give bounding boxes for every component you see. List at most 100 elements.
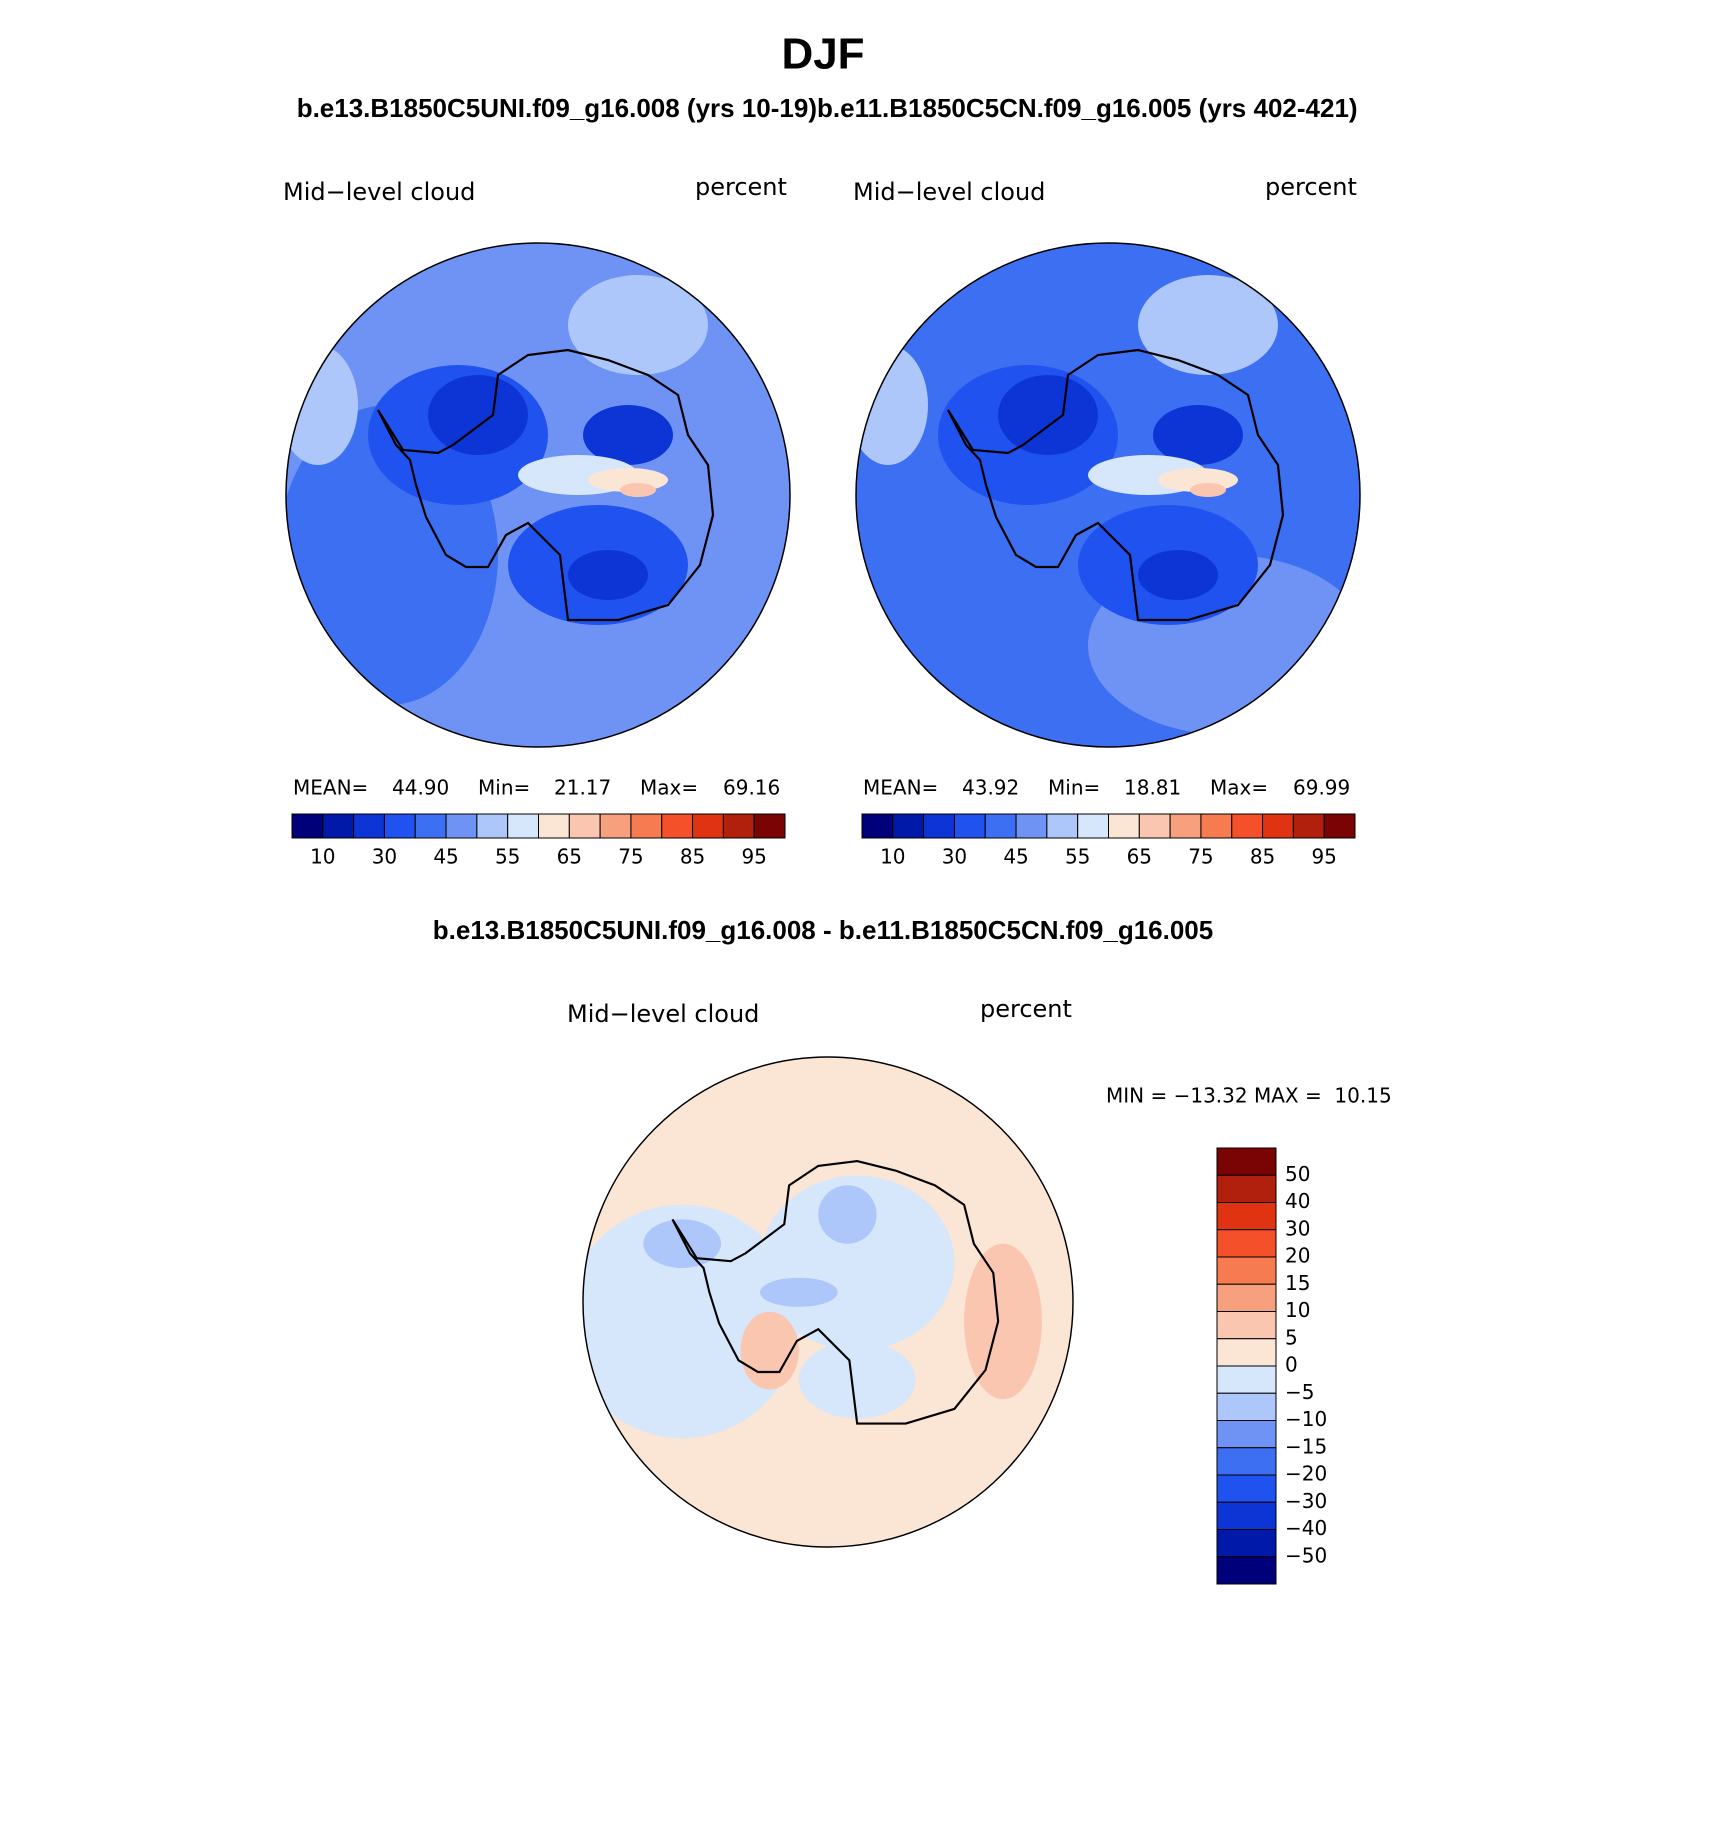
colorbar-label: 55 — [495, 845, 520, 869]
colorbar-box — [630, 813, 663, 839]
colorbar-box — [1200, 813, 1233, 839]
colorbar-label: 30 — [372, 845, 397, 869]
stat-text: Max= — [1210, 776, 1268, 800]
colorbar-box — [322, 813, 355, 839]
colorbar-box — [984, 813, 1017, 839]
stat-text: 69.16 — [723, 776, 780, 800]
colorbar-box — [291, 813, 324, 839]
units-label: percent — [1265, 173, 1357, 201]
colorbar-box — [1216, 1420, 1277, 1449]
field-contour — [998, 375, 1098, 455]
field-contour — [1153, 405, 1243, 465]
stat-text: 44.90 — [392, 776, 449, 800]
colorbar-box — [1108, 813, 1140, 839]
colorbar-box — [1216, 1501, 1277, 1530]
colorbar-box — [1216, 1147, 1277, 1176]
field-contour — [818, 1185, 877, 1244]
colorbar-label: 10 — [880, 845, 905, 869]
stat-text: 21.17 — [554, 776, 611, 800]
field-contour — [1190, 483, 1226, 497]
map-field — [286, 243, 790, 747]
colorbar-box — [1216, 1365, 1277, 1394]
colorbar-box — [1262, 813, 1294, 839]
colorbar-label: 45 — [433, 845, 458, 869]
colorbar-label: −15 — [1285, 1434, 1327, 1458]
colorbar-label: 40 — [1285, 1189, 1310, 1213]
colorbar-label: −30 — [1285, 1489, 1327, 1513]
map-border — [855, 242, 1361, 748]
colorbar-box — [414, 813, 447, 839]
colorbar-box — [599, 813, 632, 839]
colorbar-box — [1216, 1311, 1277, 1340]
colorbar-box — [1292, 813, 1325, 839]
colorbar-box — [1323, 813, 1356, 839]
colorbar-box — [1138, 813, 1171, 839]
colorbar-box — [445, 813, 478, 839]
colorbar-label: 15 — [1285, 1271, 1310, 1295]
stat-text: MEAN= — [863, 776, 938, 800]
map-border — [582, 1056, 1074, 1548]
colorbar-label: 85 — [680, 845, 705, 869]
colorbar-label: 55 — [1065, 845, 1090, 869]
case-title: b.e13.B1850C5UNI.f09_g16.008 (yrs 10-19) — [297, 93, 817, 123]
stat-text: 69.99 — [1293, 776, 1350, 800]
colorbar-box — [1216, 1256, 1277, 1285]
polar-map — [582, 1056, 1074, 1548]
colorbar-label: 30 — [942, 845, 967, 869]
field-contour — [568, 550, 648, 600]
field-contour — [583, 405, 673, 465]
colorbar-label: −50 — [1285, 1543, 1327, 1567]
colorbar-label: 45 — [1003, 845, 1028, 869]
polar-map — [285, 242, 791, 748]
field-contour — [428, 375, 528, 455]
colorbar-label: 5 — [1285, 1325, 1298, 1349]
colorbar-label: 95 — [1311, 845, 1336, 869]
difference-title: b.e13.B1850C5UNI.f09_g16.008 - b.e11.B18… — [433, 915, 1213, 945]
field-label: Mid−level cloud — [283, 178, 475, 206]
colorbar-box — [923, 813, 955, 839]
stat-text: Max= — [640, 776, 698, 800]
colorbar-label: 20 — [1285, 1244, 1310, 1268]
colorbar-label: 85 — [1250, 845, 1275, 869]
colorbar-box — [892, 813, 925, 839]
units-label: percent — [695, 173, 787, 201]
map-field — [856, 243, 1360, 747]
colorbar-box — [476, 813, 509, 839]
colorbar-box — [1216, 1474, 1277, 1503]
colorbar-box — [692, 813, 724, 839]
field-contour — [740, 1311, 799, 1390]
colorbar-label: −40 — [1285, 1516, 1327, 1540]
field-contour — [759, 1277, 838, 1307]
colorbar-box — [383, 813, 416, 839]
colorbar-box — [353, 813, 385, 839]
colorbar-label: 75 — [618, 845, 643, 869]
colorbar-box — [1216, 1338, 1277, 1367]
field-contour — [964, 1243, 1042, 1400]
colorbar-label: 50 — [1285, 1162, 1310, 1186]
colorbar-box — [1077, 813, 1109, 839]
colorbar-box — [1169, 813, 1202, 839]
colorbar-box — [1015, 813, 1048, 839]
field-contour — [583, 1204, 799, 1439]
colorbar-label: 30 — [1285, 1216, 1310, 1240]
colorbar-box — [953, 813, 986, 839]
field-contour — [759, 1175, 955, 1351]
case-title: b.e11.B1850C5CN.f09_g16.005 (yrs 402-421… — [817, 93, 1358, 123]
colorbar-box — [507, 813, 539, 839]
field-contour — [798, 1340, 916, 1419]
units-label: percent — [980, 995, 1072, 1023]
colorbar-box — [568, 813, 601, 839]
field-contour — [620, 483, 656, 497]
colorbar-label: −5 — [1285, 1380, 1314, 1404]
stat-text: 43.92 — [962, 776, 1019, 800]
colorbar-box — [538, 813, 570, 839]
field-contour — [568, 275, 708, 375]
field-contour — [1138, 550, 1218, 600]
colorbar-box — [661, 813, 694, 839]
colorbar-label: 0 — [1285, 1353, 1298, 1377]
field-label: Mid−level cloud — [567, 1000, 759, 1028]
colorbar-box — [753, 813, 786, 839]
colorbar-label: −10 — [1285, 1407, 1327, 1431]
stat-text: Min= — [1048, 776, 1100, 800]
